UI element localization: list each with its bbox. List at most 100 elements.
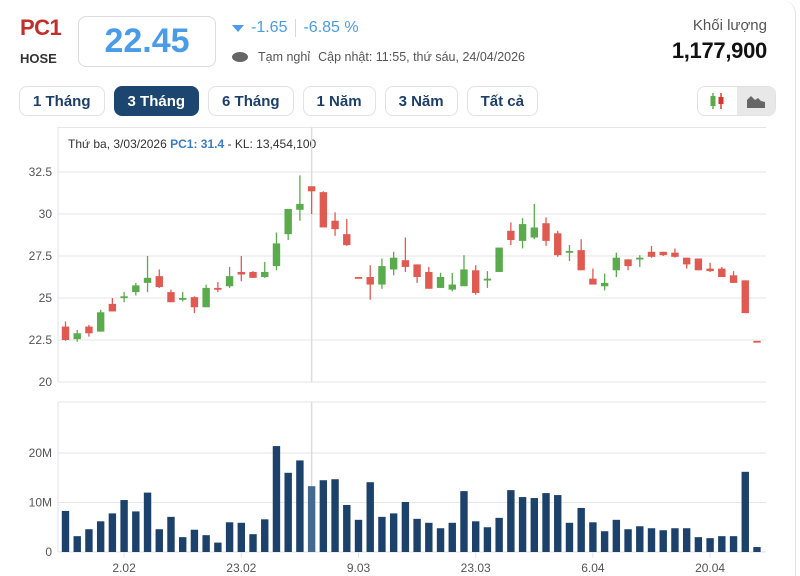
volume-bar[interactable] xyxy=(214,542,222,552)
candle[interactable] xyxy=(565,245,574,262)
volume-bar[interactable] xyxy=(729,536,738,552)
volume-bar[interactable] xyxy=(61,510,70,552)
candlestick-button[interactable] xyxy=(698,87,737,115)
volume-bar[interactable] xyxy=(507,490,515,552)
candle[interactable] xyxy=(237,256,245,282)
candle[interactable] xyxy=(589,268,597,285)
volume-bar[interactable] xyxy=(460,491,468,552)
volume-bar[interactable] xyxy=(85,529,93,552)
candle[interactable] xyxy=(167,289,175,303)
tab-3-months[interactable]: 3 Tháng xyxy=(113,86,200,116)
candle[interactable] xyxy=(307,186,316,214)
candle[interactable] xyxy=(296,175,304,221)
volume-bar[interactable] xyxy=(202,535,210,552)
volume-bar[interactable] xyxy=(343,504,351,552)
candle[interactable] xyxy=(647,245,656,258)
candle[interactable] xyxy=(272,232,281,271)
volume-bar[interactable] xyxy=(155,529,163,552)
volume-bar[interactable] xyxy=(448,522,456,552)
candle[interactable] xyxy=(225,266,234,288)
candle[interactable] xyxy=(354,277,363,279)
tab-all[interactable]: Tất cả xyxy=(466,86,538,116)
candle[interactable] xyxy=(636,255,644,267)
candle[interactable] xyxy=(436,272,445,288)
candle[interactable] xyxy=(530,203,538,240)
candle[interactable] xyxy=(132,282,140,296)
candle[interactable] xyxy=(495,247,503,272)
volume-bar[interactable] xyxy=(577,507,585,552)
candle[interactable] xyxy=(401,237,410,272)
volume-bar[interactable] xyxy=(284,472,292,552)
volume-bar[interactable] xyxy=(272,446,281,552)
volume-bar[interactable] xyxy=(694,537,703,552)
candle[interactable] xyxy=(448,272,456,292)
volume-bar[interactable] xyxy=(472,521,480,552)
volume-bar[interactable] xyxy=(636,526,644,552)
candle[interactable] xyxy=(249,271,257,278)
volume-bar[interactable] xyxy=(225,522,234,552)
candle[interactable] xyxy=(577,239,585,271)
volume-bar[interactable] xyxy=(261,519,269,552)
volume-bar[interactable] xyxy=(249,534,257,552)
candle[interactable] xyxy=(753,340,761,343)
volume-bar[interactable] xyxy=(565,522,574,552)
candle[interactable] xyxy=(600,273,609,291)
volume-bar[interactable] xyxy=(425,522,433,552)
candle[interactable] xyxy=(331,212,339,236)
tab-1-month[interactable]: 1 Tháng xyxy=(19,86,105,116)
volume-bar[interactable] xyxy=(354,519,363,552)
candle[interactable] xyxy=(460,255,468,287)
volume-bar[interactable] xyxy=(319,480,328,552)
volume-bar[interactable] xyxy=(237,522,245,552)
volume-bar[interactable] xyxy=(73,536,81,552)
candle[interactable] xyxy=(73,329,81,342)
volume-bar[interactable] xyxy=(179,537,187,552)
candle[interactable] xyxy=(96,309,105,332)
candle[interactable] xyxy=(554,230,562,257)
volume-bar[interactable] xyxy=(143,492,152,552)
volume-bar[interactable] xyxy=(389,513,398,552)
volume-bar[interactable] xyxy=(647,528,656,552)
volume-bar[interactable] xyxy=(706,538,714,552)
candle[interactable] xyxy=(284,208,292,241)
tab-1-year[interactable]: 1 Năm xyxy=(302,86,376,116)
candle[interactable] xyxy=(659,251,667,256)
volume-bar[interactable] xyxy=(307,486,316,552)
candle[interactable] xyxy=(682,257,691,269)
volume-bar[interactable] xyxy=(108,513,117,552)
volume-bar[interactable] xyxy=(167,516,175,552)
candle[interactable] xyxy=(143,256,152,293)
volume-bar[interactable] xyxy=(518,497,527,552)
candle[interactable] xyxy=(729,271,738,283)
volume-bar[interactable] xyxy=(190,529,199,552)
volume-bar[interactable] xyxy=(331,479,339,552)
candle[interactable] xyxy=(261,261,269,278)
candle[interactable] xyxy=(108,298,117,312)
volume-bar[interactable] xyxy=(542,493,550,552)
candle[interactable] xyxy=(694,258,703,271)
volume-bar[interactable] xyxy=(401,502,410,552)
candle[interactable] xyxy=(389,251,398,276)
candle[interactable] xyxy=(85,324,93,337)
candle[interactable] xyxy=(741,280,749,314)
volume-bar[interactable] xyxy=(671,528,679,552)
candle[interactable] xyxy=(190,296,199,314)
tab-6-months[interactable]: 6 Tháng xyxy=(208,86,294,116)
candle[interactable] xyxy=(366,265,374,300)
candle[interactable] xyxy=(319,191,328,228)
candle[interactable] xyxy=(61,321,70,341)
volume-bar[interactable] xyxy=(436,528,445,552)
volume-bar[interactable] xyxy=(495,517,503,552)
candle[interactable] xyxy=(518,218,527,249)
candle[interactable] xyxy=(202,284,210,308)
volume-bar[interactable] xyxy=(600,531,609,552)
candle[interactable] xyxy=(343,219,351,246)
volume-bar[interactable] xyxy=(753,547,761,552)
area-chart-button[interactable] xyxy=(736,87,775,115)
candle[interactable] xyxy=(179,292,187,302)
candle[interactable] xyxy=(483,271,492,288)
candle[interactable] xyxy=(155,269,163,288)
volume-bar[interactable] xyxy=(718,536,726,552)
volume-bar[interactable] xyxy=(378,516,386,552)
